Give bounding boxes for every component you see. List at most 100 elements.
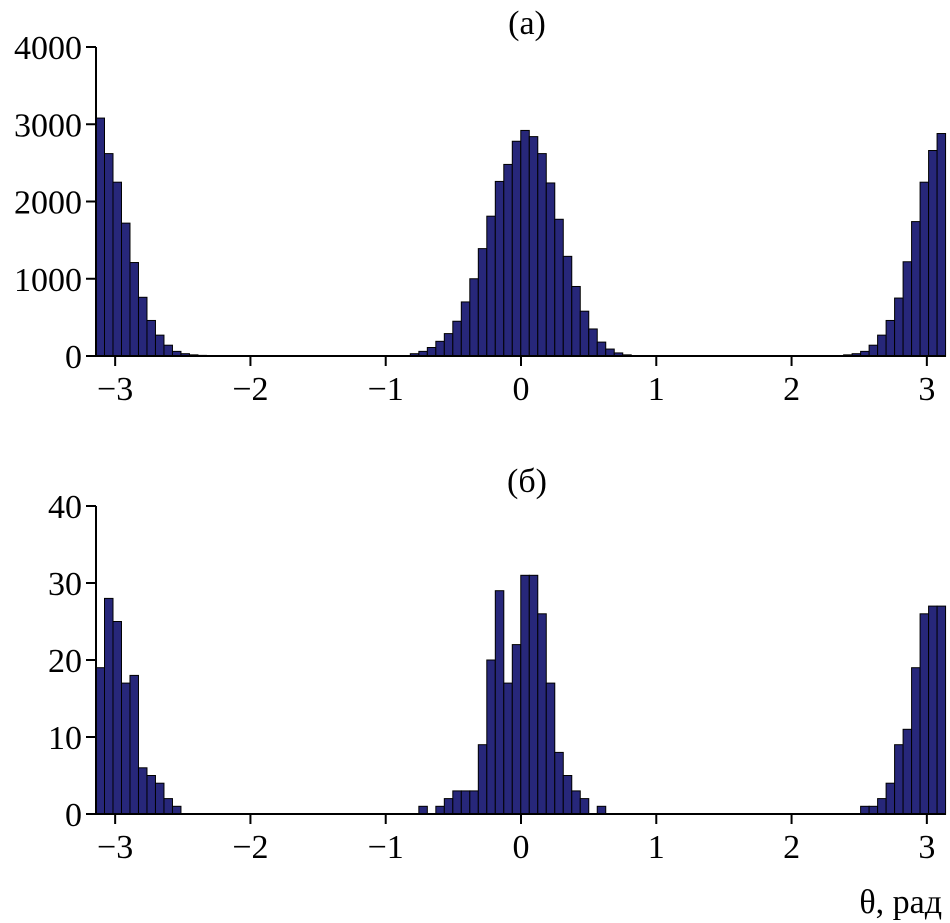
histogram-bar [902,261,913,357]
histogram-bar [877,334,887,357]
histogram-bar [528,574,539,815]
histogram-bar [919,181,930,357]
histogram-panel-b: (б) 0 10 20 30 40 −3 −2 −1 0 1 2 3 θ, рад [48,463,947,921]
x-tick-label: 2 [783,371,800,408]
histogram-bar [579,798,590,815]
x-tick-label: 0 [513,371,530,408]
x-tick-label: −3 [97,829,133,866]
histogram-bar [579,310,590,357]
histogram-bar [928,605,938,815]
panel-a-title: (а) [508,5,546,42]
histogram-bar [860,805,870,815]
histogram-panel-a: (а) 0 1000 2000 3000 4000 −3 −2 −1 0 1 2 3 [14,5,947,408]
histogram-bar [588,328,598,357]
histogram-bar [885,319,896,357]
panel-b-bars [95,574,947,815]
x-tick-label: 3 [918,371,935,408]
histogram-bar [452,320,462,357]
histogram-bar [443,798,454,815]
histogram-bar [554,751,564,815]
y-tick-label: 40 [48,489,82,526]
histogram-bar [902,728,913,815]
histogram-bar [494,590,505,815]
panel-a-bars [95,117,947,357]
x-tick-label: −1 [368,371,404,408]
y-tick-label: 30 [48,566,82,603]
histogram-bar [163,344,173,357]
histogram-bar [469,790,479,815]
histogram-bar [554,218,564,357]
x-tick-label: 0 [513,829,530,866]
histogram-bar [894,297,904,357]
histogram-bar [868,344,879,357]
y-tick-label: 2000 [14,185,82,222]
histogram-bar [469,278,479,357]
histogram-bar [443,333,454,357]
panel-b-y-axis: 0 10 20 30 40 [48,489,97,834]
x-tick-label: 2 [783,829,800,866]
histogram-bar [154,782,165,815]
histogram-bar [520,129,530,357]
histogram-bar [520,574,530,815]
histogram-bar [129,262,139,357]
x-tick-label: −3 [97,371,133,408]
x-tick-label: −2 [232,829,268,866]
histogram-bar [171,805,182,815]
histogram-bar [511,644,522,815]
histogram-bar [894,744,904,815]
histogram-bar [503,682,513,815]
histogram-bar [571,285,581,357]
histogram-bar [435,805,445,815]
histogram-bar [460,790,471,815]
histogram-bar [537,613,547,815]
y-tick-label: 3000 [14,107,82,144]
histogram-bar [426,347,437,357]
histogram-bar [137,296,148,357]
histogram-bar [112,181,122,357]
histogram-bar [129,674,139,815]
histogram-bar [104,597,114,815]
histogram-bar [435,340,445,357]
histogram-bar [120,222,131,357]
y-tick-label: 4000 [14,30,82,67]
histogram-bar [477,744,488,815]
histogram-bar [868,805,879,815]
histogram-bar [528,136,539,357]
panel-a-y-axis: 0 1000 2000 3000 4000 [14,30,97,376]
histogram-bar [486,215,496,357]
panel-b-title: (б) [507,463,547,500]
histogram-bar [596,805,607,815]
histogram-bar [545,182,556,357]
histogram-bar [460,301,471,357]
histogram-bar [537,153,547,357]
x-tick-label: −1 [368,829,404,866]
histogram-bar [885,782,896,815]
histogram-bar [112,621,122,815]
histogram-bar [104,153,114,357]
histogram-bar [146,319,156,357]
y-tick-label: 10 [48,720,82,757]
histogram-bar [146,775,156,815]
x-tick-label: −2 [232,371,268,408]
histogram-bar [477,248,488,357]
histogram-bar [486,659,496,815]
x-axis-label: θ, рад [859,884,942,921]
histogram-bar [95,667,105,815]
histogram-bar [511,140,522,357]
y-tick-label: 0 [65,339,82,376]
histogram-bar [928,150,938,357]
panel-a-x-axis: −3 −2 −1 0 1 2 3 [96,355,946,408]
panel-b-x-axis: −3 −2 −1 0 1 2 3 [96,813,946,866]
x-tick-label: 3 [918,829,935,866]
histogram-bar [494,180,505,357]
histogram-bar [154,334,165,357]
histogram-bar [562,775,573,815]
x-tick-label: 1 [648,829,665,866]
histogram-bar [919,613,930,815]
histogram-bar [562,255,573,357]
y-tick-label: 0 [65,797,82,834]
y-tick-label: 20 [48,643,82,680]
histogram-bar [95,117,105,357]
histogram-bar [120,682,131,815]
y-tick-label: 1000 [14,262,82,299]
